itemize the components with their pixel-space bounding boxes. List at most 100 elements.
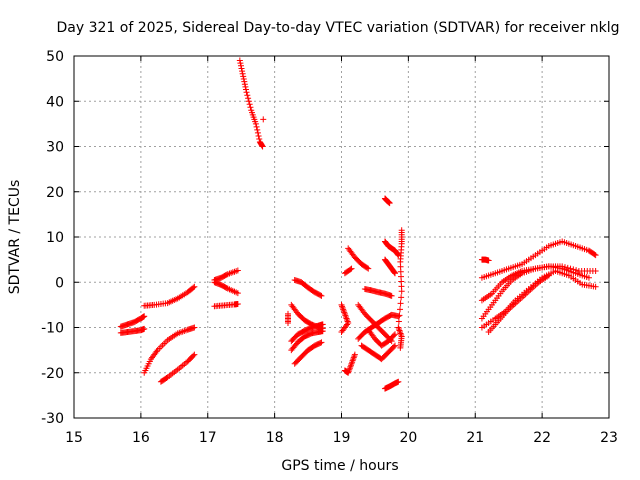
data-point [237,60,244,67]
series-arc23 [358,342,398,363]
data-point [485,257,492,264]
data-point [191,324,198,331]
data-point [234,290,241,297]
data-point [141,313,148,320]
data-point [190,352,197,359]
series-arc01 [117,313,148,330]
data-point [259,143,266,150]
data-point [285,319,291,326]
data-point [243,89,250,96]
series-arc11 [291,276,325,299]
series-arc18 [341,351,358,376]
data-point [254,129,261,136]
x-tick-label: 16 [132,430,150,446]
series-arc28 [381,256,398,277]
data-point [591,251,598,258]
data-point [395,313,402,320]
chart-title: Day 321 of 2025, Sidereal Day-to-day VTE… [57,20,620,36]
plot-frame [73,55,610,419]
data-point [242,86,249,93]
x-tick-label: 20 [399,430,417,446]
data-point [238,65,245,72]
data-point [191,283,198,290]
data-point [190,284,197,291]
data-point [392,342,398,349]
data-point [338,329,345,336]
series-arc24 [365,326,398,349]
data-point [253,123,260,130]
data-point [252,120,259,127]
x-tick-label: 19 [333,430,351,446]
y-tick-label: 30 [46,140,64,156]
data-point [254,126,261,133]
data-point [390,332,397,339]
series-arc27 [381,238,402,259]
data-point [240,76,247,83]
data-point [392,331,398,338]
data-point [397,300,404,307]
data-point [255,132,262,139]
data-point [318,292,325,299]
data-point [397,306,404,313]
data-point [545,272,552,279]
data-point [347,266,354,273]
series-arc03 [141,283,198,309]
data-point [398,288,405,295]
data-point [260,116,267,123]
data-point [390,343,397,350]
data-point [386,200,393,207]
data-point [245,98,252,105]
series-arc08 [211,300,241,310]
series-arc09 [236,57,266,150]
data-point [592,283,599,290]
data-point [241,78,248,85]
y-tick-label: 10 [46,230,64,246]
series-arc26 [381,195,393,207]
series-arc30 [395,227,405,351]
series-arc10 [260,116,267,123]
data-point [561,264,568,271]
x-tick-label: 17 [199,430,217,446]
data-point [570,266,577,273]
data-point [585,274,592,281]
x-tick-label: 21 [466,430,484,446]
data-point [242,83,249,90]
x-tick-label: 15 [65,430,83,446]
data-point [318,339,325,346]
data-point [395,318,402,325]
y-tick-label: -20 [41,366,64,382]
y-tick-label: 40 [46,94,64,110]
data-point [245,95,252,102]
series-arc05 [157,351,198,385]
data-point [234,300,241,307]
data-point [239,68,246,75]
data-point [573,267,580,274]
series-arc32 [478,238,599,281]
x-tick-label: 22 [533,430,551,446]
series-arc06 [211,267,241,283]
series-arc16 [285,310,291,326]
data-point [317,339,324,346]
data-points [117,57,599,392]
data-point [256,135,263,142]
data-point [392,270,398,277]
series-arc34 [478,263,599,322]
data-point [234,267,241,274]
data-point [141,325,148,332]
series-arc29 [361,286,395,299]
data-point [240,73,247,80]
series-arc17 [338,301,352,336]
data-point [397,344,404,351]
series-arc07 [211,279,241,297]
x-tick-label: 18 [266,430,284,446]
y-tick-label: 20 [46,185,64,201]
data-point [246,101,253,108]
series-arc15 [291,339,325,367]
data-point [365,265,372,272]
data-point [244,92,251,99]
data-point [319,321,326,328]
data-point [391,269,398,276]
series-arc20 [341,265,355,277]
data-point [396,312,403,319]
